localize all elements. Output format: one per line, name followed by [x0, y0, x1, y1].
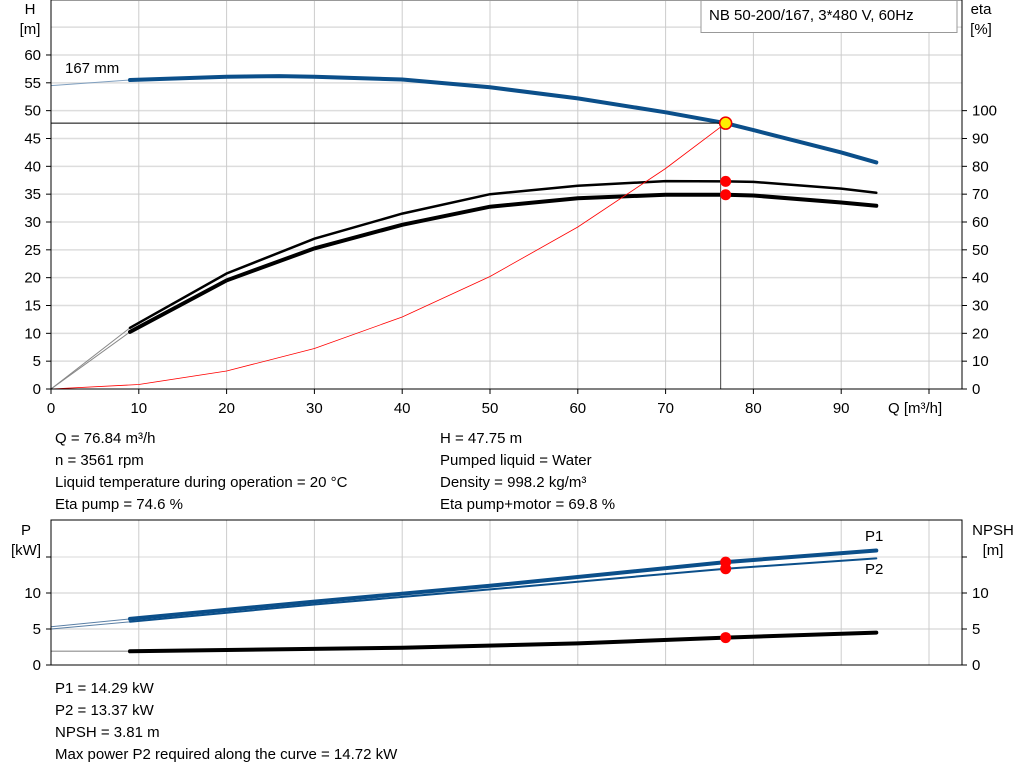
info-n: n = 3561 rpm — [55, 452, 144, 469]
q-tick-label: 90 — [833, 400, 850, 417]
q-tick-label: 70 — [657, 400, 674, 417]
q-tick-label: 20 — [218, 400, 235, 417]
info-eta-pump: Eta pump = 74.6 % — [55, 496, 183, 513]
h-tick-label: 5 — [33, 353, 41, 370]
p1-curve-extension — [50, 618, 131, 628]
h-tick-label: 55 — [24, 75, 41, 92]
npsh-axis-unit: [m] — [983, 542, 1004, 559]
p2-curve-duty-point — [720, 563, 732, 575]
eta-pump-motor-curve — [128, 192, 879, 334]
npsh-tick-label: 0 — [972, 657, 980, 674]
h-tick-label: 35 — [24, 186, 41, 203]
p-tick-label: 10 — [24, 585, 41, 602]
npsh-axis-title: NPSH — [972, 522, 1014, 539]
p-tick-label: 0 — [33, 657, 41, 674]
q-tick-label: 50 — [482, 400, 499, 417]
h-tick-label: 0 — [33, 381, 41, 398]
curve-label: 167 mm — [65, 60, 119, 77]
info-eta-pump-motor: Eta pump+motor = 69.8 % — [440, 496, 616, 513]
info-bottom: P1 = 14.29 kW P2 = 13.37 kW NPSH = 3.81 … — [55, 678, 397, 766]
q-tick-label: 80 — [745, 400, 762, 417]
h-tick-label: 25 — [24, 242, 41, 259]
npsh-tick-label: 10 — [972, 585, 989, 602]
head-curve — [128, 74, 879, 165]
eta-tick-label: 40 — [972, 270, 989, 287]
h-tick-label: 20 — [24, 270, 41, 287]
npsh-curve-duty-point — [720, 632, 732, 644]
eta-pump-point — [720, 175, 732, 187]
info-q: Q = 76.84 m³/h — [55, 430, 156, 447]
p-tick-label: 5 — [33, 621, 41, 638]
info-top-left: Q = 76.84 m³/h n = 3561 rpm Liquid tempe… — [55, 428, 347, 516]
h-tick-label: 15 — [24, 297, 41, 314]
p-axis-unit: [kW] — [11, 542, 41, 559]
h-tick-label: 30 — [24, 214, 41, 231]
duty-point — [718, 116, 733, 130]
q-tick-label: 0 — [47, 400, 55, 417]
q-tick-label: 10 — [130, 400, 147, 417]
eta-tick-label: 60 — [972, 214, 989, 231]
info-p2: P2 = 13.37 kW — [55, 702, 154, 719]
p1-curve — [128, 548, 879, 621]
info-p1: P1 = 14.29 kW — [55, 680, 154, 697]
legend-box: NB 50-200/167, 3*480 V, 60Hz — [700, 0, 958, 33]
info-top-right: H = 47.75 m Pumped liquid = Water Densit… — [440, 428, 615, 516]
eta-tick-label: 20 — [972, 325, 989, 342]
h-tick-label: 45 — [24, 130, 41, 147]
eta-pump-curve-extension — [50, 327, 131, 390]
info-max-power: Max power P2 required along the curve = … — [55, 746, 398, 763]
p2-label: P2 — [865, 561, 883, 578]
system-curve — [50, 122, 726, 390]
p1-label: P1 — [865, 528, 883, 545]
head-curve-extension — [50, 79, 131, 87]
eta-tick-label: 30 — [972, 297, 989, 314]
eta-axis-title: eta — [971, 1, 993, 18]
eta-tick-label: 50 — [972, 242, 989, 259]
npsh-curve — [128, 630, 879, 654]
h-tick-label: 50 — [24, 103, 41, 120]
eta-pump-motor-curve-extension — [50, 331, 131, 390]
npsh-tick-label: 5 — [972, 621, 980, 638]
eta-pump-curve — [128, 179, 878, 330]
eta-tick-label: 0 — [972, 381, 980, 398]
q-tick-label: 40 — [394, 400, 411, 417]
info-npsh: NPSH = 3.81 m — [55, 724, 160, 741]
h-tick-label: 10 — [24, 325, 41, 342]
q-axis-title: Q [m³/h] — [888, 400, 942, 417]
q-tick-label: 60 — [569, 400, 586, 417]
eta-tick-label: 70 — [972, 186, 989, 203]
p-axis-title: P — [21, 522, 31, 539]
p2-curve-extension — [50, 621, 131, 630]
eta-tick-label: 10 — [972, 353, 989, 370]
eta-tick-label: 80 — [972, 158, 989, 175]
h-axis-title: H — [25, 1, 36, 18]
info-liquid: Pumped liquid = Water — [440, 452, 592, 469]
info-density: Density = 998.2 kg/m³ — [440, 474, 587, 491]
eta-axis-unit: [%] — [970, 21, 992, 38]
info-h: H = 47.75 m — [440, 430, 523, 447]
q-tick-label: 30 — [306, 400, 323, 417]
h-tick-label: 40 — [24, 158, 41, 175]
h-axis-unit: [m] — [20, 21, 41, 38]
eta-pump-motor-point — [720, 189, 732, 201]
p2-curve — [129, 557, 878, 623]
eta-tick-label: 100 — [972, 103, 997, 120]
h-tick-label: 60 — [24, 47, 41, 64]
info-temperature: Liquid temperature during operation = 20… — [55, 474, 348, 491]
legend-text: NB 50-200/167, 3*480 V, 60Hz — [709, 7, 914, 24]
eta-tick-label: 90 — [972, 130, 989, 147]
